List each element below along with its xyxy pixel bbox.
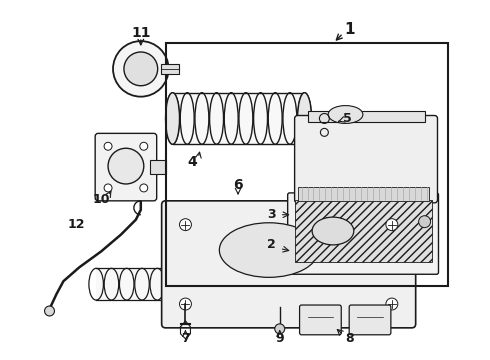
FancyBboxPatch shape (288, 193, 439, 274)
Circle shape (104, 142, 112, 150)
Ellipse shape (166, 93, 179, 144)
Bar (294, 200, 432, 262)
Bar (308, 111, 425, 122)
FancyBboxPatch shape (95, 133, 157, 201)
Bar (297, 187, 429, 201)
Text: 2: 2 (268, 238, 276, 251)
Circle shape (386, 219, 398, 231)
Circle shape (124, 52, 158, 86)
FancyBboxPatch shape (162, 201, 416, 328)
Circle shape (418, 216, 431, 228)
Bar (96, 268, 172, 300)
Circle shape (104, 184, 112, 192)
Ellipse shape (297, 93, 312, 144)
Circle shape (179, 219, 192, 231)
FancyBboxPatch shape (349, 305, 391, 335)
Text: 6: 6 (233, 178, 243, 192)
Bar (150, 160, 166, 174)
Text: 10: 10 (93, 193, 110, 206)
Text: 7: 7 (181, 332, 190, 345)
Circle shape (45, 306, 54, 316)
Text: 5: 5 (343, 112, 352, 125)
Text: 3: 3 (268, 208, 276, 221)
Text: 8: 8 (345, 332, 353, 345)
Circle shape (108, 148, 144, 184)
Ellipse shape (220, 223, 318, 277)
Ellipse shape (328, 105, 363, 123)
Circle shape (275, 324, 285, 334)
FancyBboxPatch shape (294, 116, 438, 203)
Ellipse shape (312, 217, 354, 245)
Text: 4: 4 (188, 155, 197, 169)
Circle shape (140, 184, 148, 192)
Circle shape (179, 298, 192, 310)
Circle shape (140, 142, 148, 150)
Text: 12: 12 (68, 218, 85, 231)
Circle shape (386, 298, 398, 310)
Text: 1: 1 (344, 22, 354, 37)
Circle shape (113, 41, 169, 96)
Bar (172, 93, 305, 144)
Text: 9: 9 (275, 332, 284, 345)
FancyBboxPatch shape (299, 305, 341, 335)
Bar (166, 43, 448, 286)
Bar (161, 64, 178, 74)
Text: 11: 11 (131, 26, 150, 40)
